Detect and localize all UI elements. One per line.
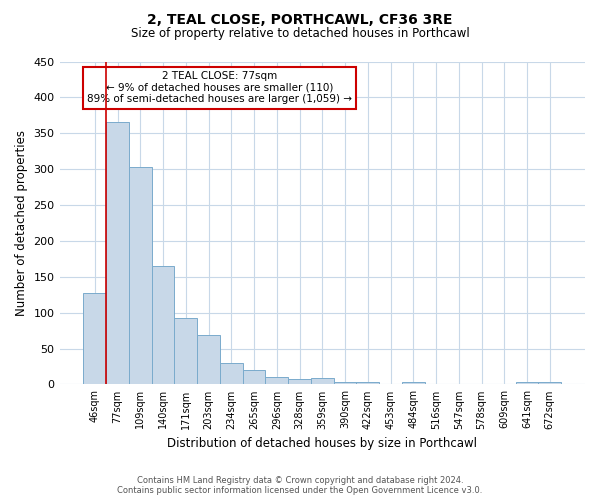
Bar	[175, 318, 197, 384]
X-axis label: Distribution of detached houses by size in Porthcawl: Distribution of detached houses by size …	[167, 437, 477, 450]
Bar	[402, 382, 425, 384]
Text: 2, TEAL CLOSE, PORTHCAWL, CF36 3RE: 2, TEAL CLOSE, PORTHCAWL, CF36 3RE	[147, 12, 453, 26]
Bar	[129, 167, 152, 384]
Bar	[242, 370, 265, 384]
Bar	[356, 382, 379, 384]
Text: 2 TEAL CLOSE: 77sqm
← 9% of detached houses are smaller (110)
89% of semi-detach: 2 TEAL CLOSE: 77sqm ← 9% of detached hou…	[88, 71, 352, 104]
Bar	[288, 380, 311, 384]
Text: Contains HM Land Registry data © Crown copyright and database right 2024.
Contai: Contains HM Land Registry data © Crown c…	[118, 476, 482, 495]
Bar	[265, 378, 288, 384]
Bar	[83, 292, 106, 384]
Y-axis label: Number of detached properties: Number of detached properties	[15, 130, 28, 316]
Bar	[106, 122, 129, 384]
Text: Size of property relative to detached houses in Porthcawl: Size of property relative to detached ho…	[131, 28, 469, 40]
Bar	[515, 382, 538, 384]
Bar	[197, 335, 220, 384]
Bar	[334, 382, 356, 384]
Bar	[152, 266, 175, 384]
Bar	[311, 378, 334, 384]
Bar	[538, 382, 561, 384]
Bar	[220, 363, 242, 384]
